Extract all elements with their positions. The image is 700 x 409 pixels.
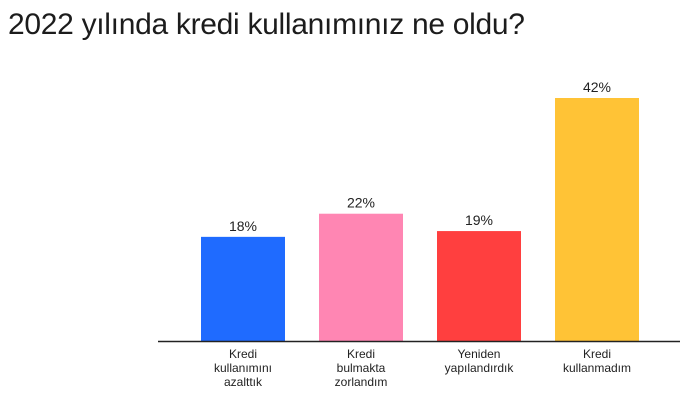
chart-title: 2022 yılında kredi kullanımınız ne oldu?: [8, 8, 525, 41]
bar-2: [319, 213, 403, 341]
bar-3: [437, 231, 521, 341]
data-label-1: 18%: [229, 218, 257, 234]
data-label-4: 42%: [583, 79, 611, 95]
bar-1: [201, 236, 285, 341]
category-label-1: Kredi kullanımını azalttık: [214, 347, 272, 389]
category-label-3: Yeniden yapılandırdık: [445, 347, 515, 375]
category-label-4: Kredi kullanmadım: [563, 347, 631, 375]
data-label-3: 19%: [465, 212, 493, 228]
bar-4: [555, 98, 639, 341]
category-label-2: Kredi bulmakta zorlandım: [335, 347, 388, 389]
data-label-2: 22%: [347, 195, 375, 211]
